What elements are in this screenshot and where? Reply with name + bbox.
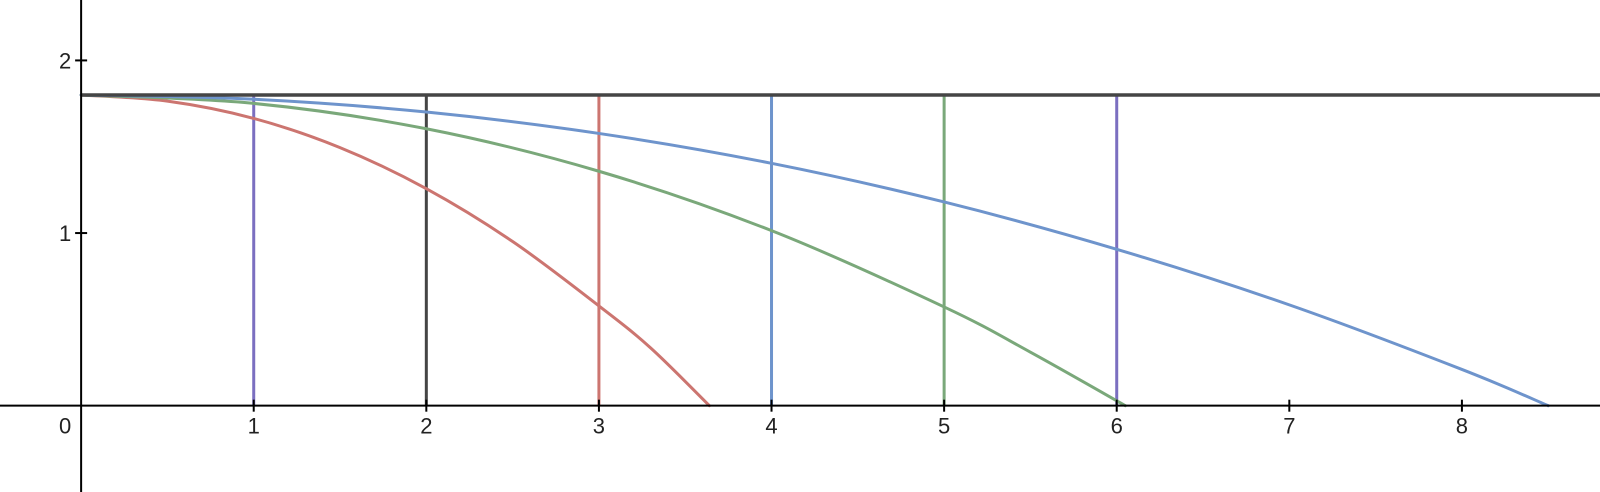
x-tick-label-7: 7: [1283, 414, 1295, 439]
curve-3: [79, 93, 1550, 408]
x-tick-label-6: 6: [1111, 414, 1123, 439]
curve-1: [79, 93, 711, 408]
ticks-layer: 1 2 3 4 5 6 7 8 1 2: [59, 48, 1468, 438]
x-tick-label-8: 8: [1456, 414, 1468, 439]
curve-2: [79, 93, 1127, 408]
x-tick-label-5: 5: [938, 414, 950, 439]
x-tick-label-2: 2: [420, 414, 432, 439]
x-tick-label-4: 4: [765, 414, 777, 439]
origin-label: 0: [59, 414, 71, 439]
x-tick-label-3: 3: [593, 414, 605, 439]
y-tick-label-1: 1: [59, 221, 71, 246]
curves-layer: [79, 93, 1600, 408]
x-tick-label-1: 1: [248, 414, 260, 439]
y-tick-label-2: 2: [59, 48, 71, 73]
